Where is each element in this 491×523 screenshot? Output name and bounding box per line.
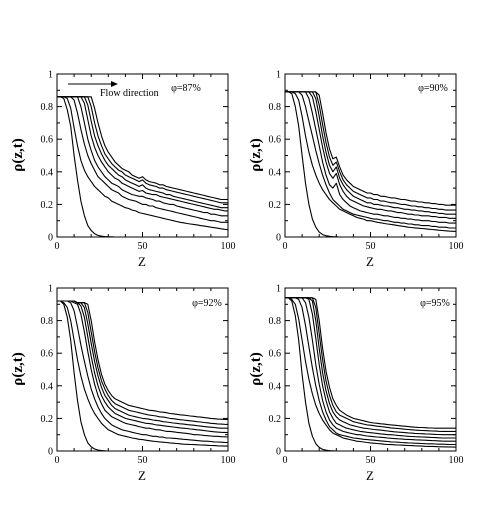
chart-panel-phi-90: 0 50 100 0 0.2 0.4 0.6 0.8 1 Z ρ(z,t) φ=90% [248, 70, 464, 270]
curve-group [285, 297, 456, 452]
y-tick-label: 0.6 [41, 135, 54, 146]
density-curve-5 [57, 300, 229, 434]
tick-labels: 0 50 100 0 0.2 0.4 0.6 0.8 1 [41, 284, 236, 467]
chart-panel-phi-87: 0 50 100 0 0.2 0.4 0.6 0.8 1 Z ρ(z,t) φ=87% Flow… [10, 70, 236, 270]
y-tick-label: 0.4 [41, 167, 54, 178]
y-tick-label: 0 [276, 447, 281, 458]
density-curve-6 [285, 91, 456, 215]
density-curve-4 [285, 297, 456, 442]
y-tick-label: 0.2 [269, 414, 282, 425]
x-axis-label: Z [366, 254, 374, 269]
x-tick-label: 100 [449, 455, 464, 466]
y-tick-label: 0.8 [41, 102, 54, 113]
density-curve-4 [57, 96, 228, 217]
density-curve-5 [285, 91, 456, 219]
phi-annotation: φ=90% [418, 83, 448, 94]
y-axis-label: ρ(z,t) [248, 352, 264, 385]
x-axis-label: Z [138, 254, 146, 269]
y-tick-label: 0 [276, 233, 281, 244]
y-axis-label: ρ(z,t) [248, 138, 264, 171]
y-axis-label: ρ(z,t) [10, 138, 26, 171]
y-tick-label: 0.4 [269, 381, 282, 392]
y-tick-label: 1 [276, 284, 281, 295]
y-tick-label: 1 [48, 70, 53, 81]
x-tick-label: 0 [55, 241, 60, 252]
density-curve-1 [285, 91, 456, 238]
density-curve-6 [285, 297, 456, 436]
curve-group [57, 96, 229, 238]
y-tick-label: 0 [48, 447, 53, 458]
density-curve-8 [285, 91, 456, 206]
density-curve-7 [285, 91, 456, 211]
x-tick-label: 100 [449, 241, 464, 252]
chart-panel-phi-95: 0 50 100 0 0.2 0.4 0.6 0.8 1 Z ρ(z,t) φ=95% [248, 284, 464, 484]
density-curve-6 [57, 300, 228, 429]
tick-labels: 0 50 100 0 0.2 0.4 0.6 0.8 1 [269, 284, 464, 467]
x-axis-label: Z [366, 468, 374, 483]
y-tick-label: 0 [48, 233, 53, 244]
y-tick-label: 0.8 [41, 316, 54, 327]
tick-labels: 0 50 100 0 0.2 0.4 0.6 0.8 1 [269, 70, 464, 253]
y-tick-label: 0.2 [269, 200, 282, 211]
x-tick-label: 100 [221, 241, 236, 252]
density-curve-7 [285, 297, 456, 432]
curve-group [57, 300, 229, 452]
x-tick-label: 100 [221, 455, 236, 466]
density-curve-1 [57, 300, 228, 452]
y-tick-label: 0.2 [41, 200, 54, 211]
tick-marks [284, 287, 457, 452]
density-curve-6 [57, 96, 228, 209]
y-tick-label: 0.4 [41, 381, 54, 392]
phi-annotation: φ=87% [171, 83, 201, 94]
density-curve-2 [285, 91, 456, 232]
y-tick-label: 0.8 [269, 102, 282, 113]
density-curve-2 [57, 96, 229, 231]
density-curve-8 [285, 297, 456, 429]
plot-frame [284, 287, 457, 452]
y-tick-label: 0.6 [41, 349, 54, 360]
y-tick-label: 0.8 [269, 316, 282, 327]
y-tick-label: 0.2 [41, 414, 54, 425]
curve-group [285, 91, 456, 238]
density-curve-5 [57, 96, 228, 212]
phi-annotation: φ=95% [420, 298, 450, 309]
flow-direction-arrow [68, 81, 118, 87]
density-curve-1 [57, 96, 228, 238]
density-curve-3 [57, 300, 229, 444]
y-tick-label: 0.4 [269, 167, 282, 178]
flow-direction-label: Flow direction [100, 88, 159, 99]
x-axis-label: Z [138, 468, 146, 483]
y-tick-label: 0.6 [269, 349, 282, 360]
density-curve-4 [57, 300, 229, 438]
density-curve-1 [285, 297, 456, 452]
density-curve-5 [285, 297, 456, 439]
density-curve-8 [57, 96, 228, 201]
x-tick-label: 50 [366, 241, 376, 252]
density-curve-3 [285, 91, 456, 229]
density-curve-7 [57, 300, 229, 425]
tick-labels: 0 50 100 0 0.2 0.4 0.6 0.8 1 [41, 70, 236, 253]
x-tick-label: 0 [283, 455, 288, 466]
y-tick-label: 1 [48, 284, 53, 295]
density-curve-4 [285, 91, 456, 224]
density-curve-3 [285, 297, 456, 446]
x-tick-label: 50 [138, 241, 148, 252]
phi-annotation: φ=92% [192, 298, 222, 309]
density-curve-2 [57, 300, 228, 447]
y-axis-label: ρ(z,t) [10, 352, 26, 385]
y-tick-label: 0.6 [269, 135, 282, 146]
x-tick-label: 50 [366, 455, 376, 466]
x-tick-label: 0 [283, 241, 288, 252]
chart-panel-phi-92: 0 50 100 0 0.2 0.4 0.6 0.8 1 Z ρ(z,t) φ=92% [10, 284, 236, 484]
x-tick-label: 0 [55, 455, 60, 466]
y-tick-label: 1 [276, 70, 281, 81]
density-curve-2 [285, 297, 456, 448]
density-curve-3 [57, 96, 228, 223]
density-curve-8 [57, 300, 229, 421]
x-tick-label: 50 [138, 455, 148, 466]
